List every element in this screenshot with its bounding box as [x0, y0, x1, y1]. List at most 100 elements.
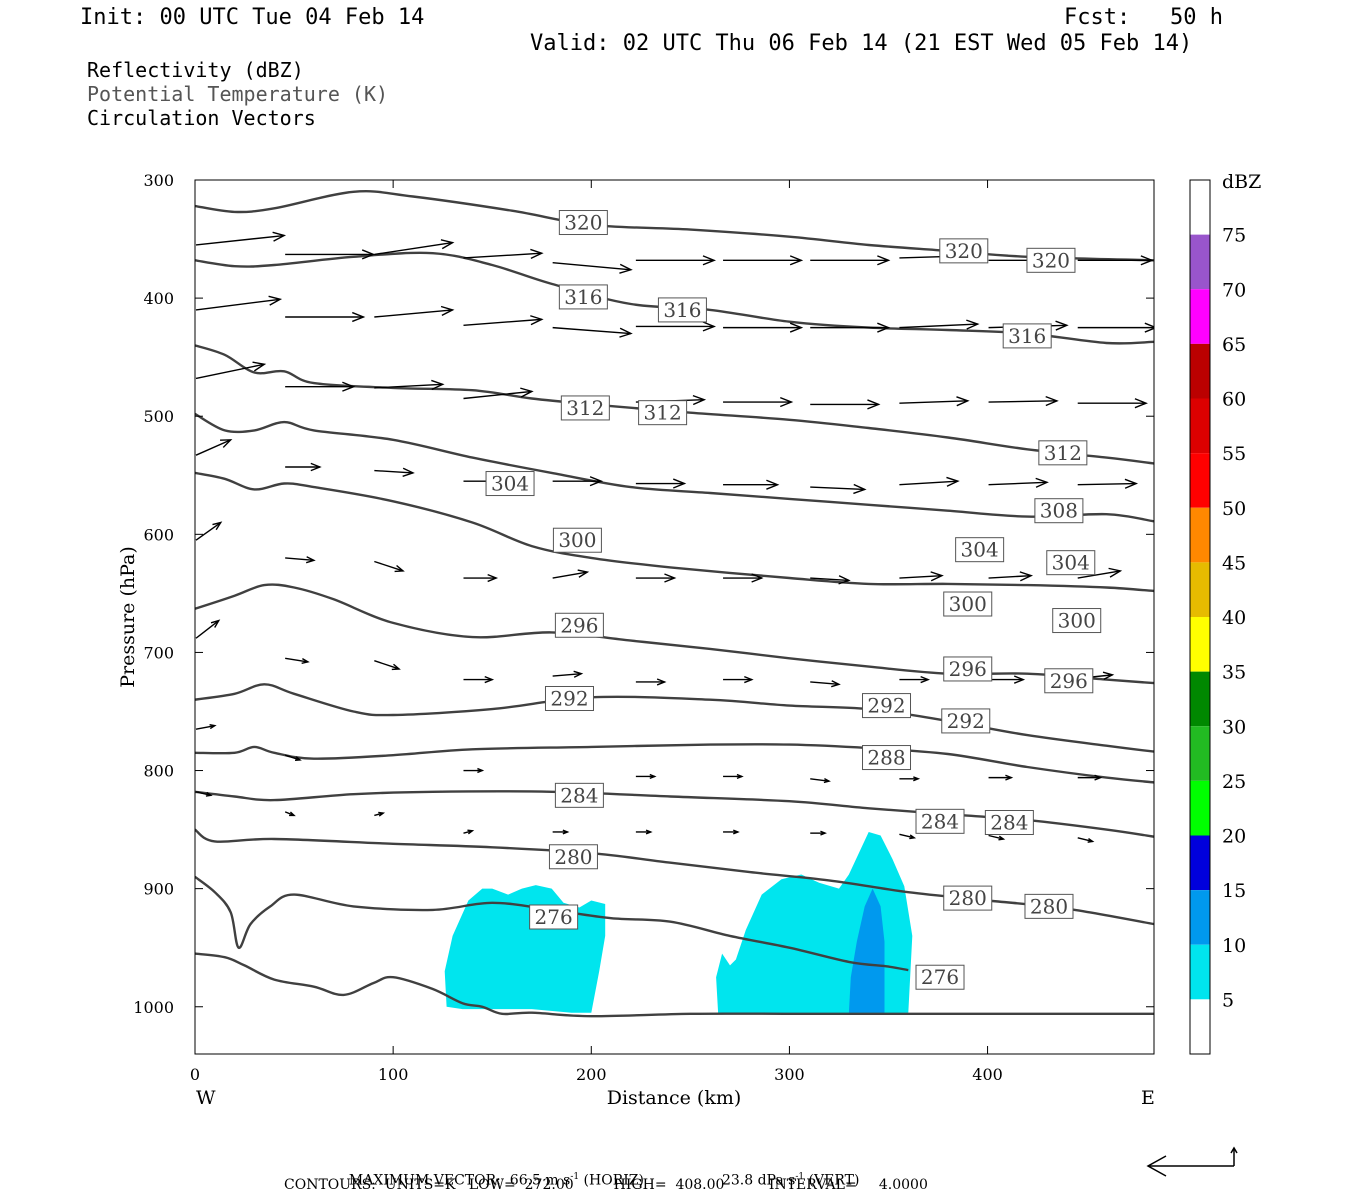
- colorbar-level-label: 65: [1222, 334, 1246, 356]
- vector-head: [956, 396, 970, 407]
- colorbar-level-label: 5: [1222, 989, 1234, 1011]
- vector-head: [946, 476, 960, 487]
- circulation-vector: [810, 575, 851, 585]
- circulation-vector: [988, 774, 1014, 781]
- vector-head: [733, 829, 740, 835]
- circulation-vector: [988, 477, 1049, 488]
- field-reflectivity: Reflectivity (dBZ): [87, 58, 304, 82]
- contour-label-text: 320: [945, 239, 983, 263]
- contour-label: 296: [554, 612, 604, 638]
- contour-label: 316: [558, 284, 608, 310]
- contour-label: 284: [554, 782, 604, 808]
- circulation-vector: [195, 619, 221, 639]
- circulation-vector: [635, 773, 657, 780]
- vector-head: [1094, 774, 1103, 781]
- colorbar-segment: [1190, 562, 1210, 617]
- colorbar-segment: [1190, 835, 1210, 891]
- contour-label-box: [1046, 550, 1096, 576]
- vector-shaft: [374, 469, 413, 474]
- vector-head: [310, 462, 322, 472]
- colorbar-level-label: 70: [1222, 279, 1246, 301]
- circulation-vector: [463, 248, 544, 259]
- contour-label: 312: [1038, 440, 1088, 466]
- vector-head: [467, 829, 475, 835]
- contour-label-box: [941, 708, 991, 734]
- vector-head: [1013, 675, 1026, 684]
- circulation-vector: [285, 556, 316, 564]
- circulation-vector: [195, 295, 283, 311]
- circulation-vector: [1077, 478, 1139, 489]
- contour-label: 312: [638, 400, 688, 426]
- contour-label-text: 280: [949, 886, 987, 910]
- circulation-vector: [374, 305, 455, 318]
- field-circulation-vectors: Circulation Vectors: [87, 106, 316, 130]
- vert-exponent: -1: [795, 1172, 805, 1182]
- vector-shaft: [195, 724, 215, 730]
- horiz-exponent: -1: [570, 1172, 580, 1182]
- contour-label: 312: [560, 395, 610, 421]
- east-label: E: [1141, 1087, 1155, 1109]
- contour-label: 320: [939, 238, 989, 264]
- circulation-vector: [810, 399, 881, 410]
- vector-head: [619, 327, 633, 338]
- vector-shaft: [810, 577, 849, 582]
- vector-head: [702, 321, 717, 332]
- contour-label-box: [1034, 498, 1084, 524]
- circulation-vector: [374, 467, 415, 477]
- vector-head: [1140, 255, 1154, 266]
- circulation-vector: [899, 776, 921, 782]
- theta-contour-300: [195, 583, 1154, 685]
- vector-shaft: [552, 326, 631, 335]
- circulation-vector: [463, 387, 534, 400]
- contour-label-text: 300: [949, 592, 987, 616]
- vector-head: [913, 776, 921, 782]
- contour-label-text: 284: [560, 783, 598, 807]
- contour-label-box: [529, 904, 579, 930]
- circulation-vector: [285, 311, 366, 323]
- vector-head: [520, 387, 534, 398]
- colorbar-segment: [1190, 180, 1210, 235]
- contour-label: 288: [862, 745, 912, 771]
- contour-label-text: 280: [1030, 894, 1068, 918]
- vector-head: [1019, 571, 1034, 582]
- circulation-vector: [463, 315, 544, 326]
- vector-shaft: [374, 660, 400, 670]
- contour-label-box: [1038, 440, 1088, 466]
- colorbar-level-label: 40: [1222, 607, 1246, 629]
- vector-shaft: [374, 309, 453, 318]
- contour-label: 300: [943, 591, 993, 617]
- circulation-vector: [899, 675, 931, 684]
- y-tick-label: 700: [143, 643, 174, 662]
- reflectivity-area: [848, 888, 885, 1013]
- contour-label: 276: [915, 964, 965, 990]
- vector-shaft: [195, 439, 231, 456]
- vector-shaft: [988, 400, 1057, 403]
- init-time: Init: 00 UTC Tue 04 Feb 14: [80, 5, 425, 30]
- vector-shaft: [195, 619, 220, 639]
- west-label: W: [196, 1087, 216, 1109]
- vector-shaft: [195, 791, 212, 797]
- contour-label: 280: [1024, 893, 1074, 919]
- contour-label: 292: [941, 708, 991, 734]
- colorbar-level-label: 55: [1222, 443, 1246, 465]
- contour-label-box: [1044, 668, 1094, 694]
- circulation-vector: [552, 670, 584, 678]
- vector-head: [867, 399, 881, 410]
- circulation-vector: [723, 255, 804, 266]
- circulation-vector: [195, 723, 217, 730]
- contour-label-box: [915, 964, 965, 990]
- x-tick-label: 200: [576, 1065, 607, 1084]
- vector-head: [210, 619, 221, 628]
- contour-label-box: [943, 885, 993, 911]
- plot-frame: [194, 179, 1155, 1055]
- contour-label-text: 288: [867, 746, 905, 770]
- circulation-vector: [374, 239, 455, 256]
- max-vector-horiz-value: MAXIMUM VECTOR: 66.5 m s: [348, 1172, 571, 1189]
- vector-head: [484, 675, 495, 684]
- vector-shaft: [1077, 837, 1093, 843]
- vector-head: [649, 773, 657, 780]
- vector-shaft: [899, 400, 968, 404]
- circulation-vector: [374, 660, 401, 671]
- x-tick-label: 100: [378, 1065, 409, 1084]
- contour-label-text: 312: [1044, 441, 1082, 465]
